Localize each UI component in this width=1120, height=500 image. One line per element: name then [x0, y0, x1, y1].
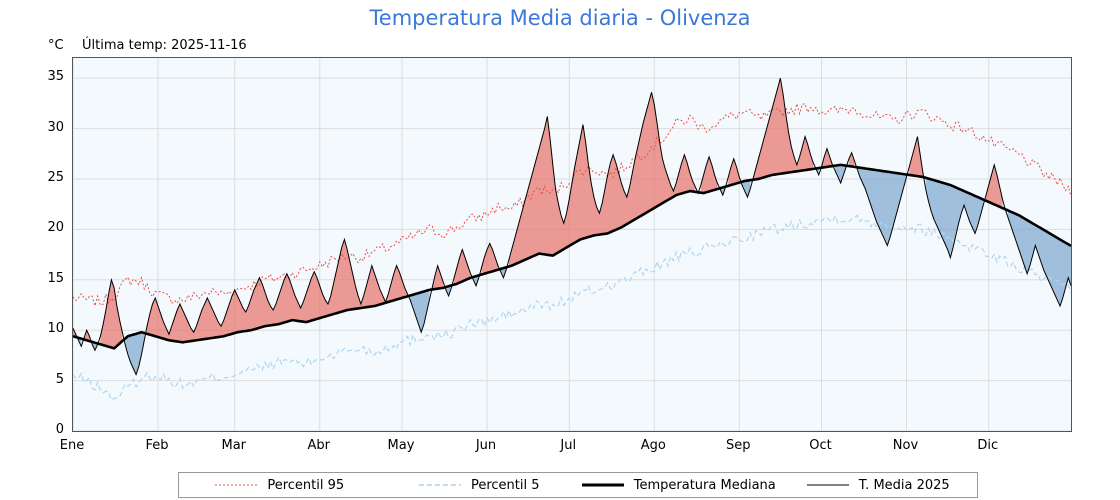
y-tick-label: 20: [47, 220, 64, 236]
legend-label: Temperatura Mediana: [633, 477, 776, 493]
chart-legend: Percentil 95 Percentil 5 Temperatura Media…: [178, 472, 978, 498]
last-temp-label: Última temp: 2025-11-16: [82, 38, 247, 53]
y-tick-label: 15: [47, 270, 64, 286]
chart-svg: [73, 58, 1071, 431]
legend-swatch-icon: [417, 478, 463, 492]
x-tick-label: Ene: [59, 438, 85, 453]
y-tick-label: 25: [47, 169, 64, 185]
y-tick-label: 10: [47, 321, 64, 337]
page-title: Temperatura Media diaria - Olivenza: [369, 6, 751, 30]
x-tick-label: Nov: [892, 438, 919, 453]
legend-swatch-icon: [805, 478, 851, 492]
legend-label: Percentil 5: [470, 477, 540, 493]
plot-area: [72, 57, 1072, 432]
legend-label: T. Media 2025: [858, 477, 950, 493]
legend-item[interactable]: Temperatura Mediana: [578, 478, 778, 493]
x-tick-label: Jul: [560, 438, 577, 453]
legend-item[interactable]: Percentil 5: [379, 478, 579, 493]
legend-item[interactable]: Percentil 95: [179, 478, 379, 493]
x-tick-label: Sep: [725, 438, 751, 453]
legend-item[interactable]: T. Media 2025: [778, 478, 978, 493]
y-tick-label: 0: [55, 422, 64, 437]
x-tick-label: Oct: [809, 438, 832, 453]
x-tick-label: Dic: [977, 438, 999, 453]
y-tick-label: 30: [47, 119, 64, 135]
legend-swatch-icon: [213, 478, 259, 492]
x-tick-label: Mar: [221, 438, 247, 453]
x-tick-label: Abr: [307, 438, 331, 453]
x-tick-label: Ago: [640, 438, 666, 453]
y-tick-label: 35: [47, 69, 64, 85]
x-tick-label: May: [387, 438, 415, 453]
x-tick-label: Feb: [145, 438, 169, 453]
y-tick-label: 5: [55, 371, 64, 387]
legend-swatch-icon: [580, 478, 626, 492]
y-axis-unit-label: °C: [48, 38, 64, 53]
x-tick-label: Jun: [475, 438, 497, 453]
legend-label: Percentil 95: [267, 477, 345, 493]
